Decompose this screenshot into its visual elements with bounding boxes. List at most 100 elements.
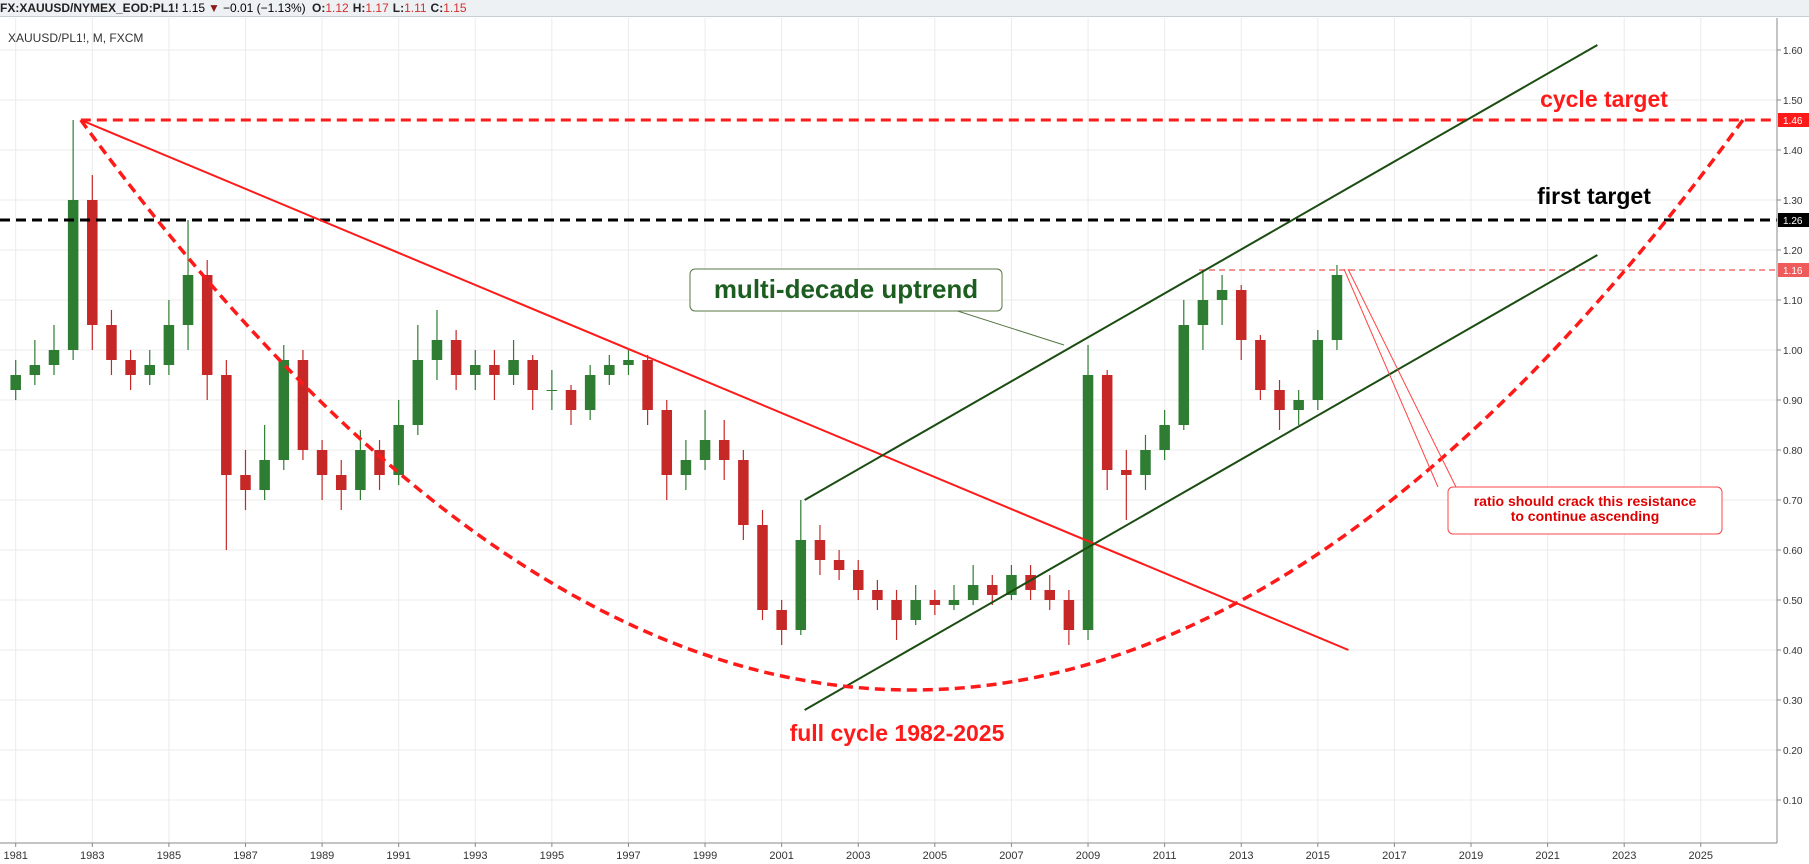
cycle-target-label: cycle target — [1540, 86, 1668, 112]
ohlc-value: 1.17 — [365, 1, 389, 15]
candle-body — [316, 450, 328, 475]
ohlc-value: 1.12 — [325, 1, 349, 15]
candle-body — [355, 450, 366, 490]
candle-body — [852, 570, 864, 590]
candle-body — [814, 540, 826, 560]
candle-body — [604, 365, 615, 375]
price-badge — [1778, 113, 1809, 127]
candle-body — [335, 475, 347, 490]
ohlc-value: 1.15 — [443, 1, 467, 15]
ohlc-value: 1.11 — [404, 1, 427, 15]
y-tick-label: 0.70 — [1783, 496, 1803, 507]
first-target-label: first target — [1537, 183, 1651, 209]
x-tick-label: 1995 — [540, 850, 564, 862]
candle-body — [1331, 275, 1343, 340]
y-tick-label: 0.90 — [1783, 396, 1803, 407]
x-tick-label: 2025 — [1689, 850, 1713, 862]
price-badge-label: 1.16 — [1783, 266, 1803, 277]
x-tick-label: 2007 — [999, 850, 1023, 862]
y-tick-label: 0.40 — [1783, 646, 1803, 657]
y-tick-label: 1.10 — [1783, 296, 1803, 307]
symbol-bar: FX:XAUUSD/NYMEX_EOD:PL1! 1.15 ▼ −0.01 (−1.1… — [0, 0, 1809, 17]
x-tick-label: 2005 — [923, 850, 947, 862]
symbol: FX:XAUUSD/NYMEX_EOD:PL1! — [0, 1, 179, 15]
x-tick-label: 2023 — [1612, 850, 1636, 862]
x-tick-label: 1983 — [80, 850, 104, 862]
candle-body — [910, 600, 921, 620]
last-price: 1.15 — [181, 1, 206, 15]
candle-body — [661, 410, 673, 475]
candle-body — [776, 610, 787, 630]
y-tick-label: 1.40 — [1783, 146, 1803, 157]
candle-body — [278, 360, 290, 460]
y-tick-label: 1.30 — [1783, 196, 1803, 207]
y-tick-label: 1.60 — [1783, 46, 1803, 57]
candle-body — [948, 600, 960, 605]
candle-body — [1312, 340, 1324, 400]
candle-body — [1044, 590, 1055, 600]
full-cycle-label: full cycle 1982-2025 — [790, 720, 1005, 746]
trend-line — [80, 119, 1349, 651]
candle-body — [623, 360, 634, 365]
candle-body — [48, 350, 60, 365]
x-tick-label: 1999 — [693, 850, 717, 862]
candle-body — [987, 585, 998, 595]
x-tick-label: 2021 — [1535, 850, 1559, 862]
candle-body — [1006, 575, 1017, 595]
x-tick-label: 1987 — [233, 850, 257, 862]
candle-body — [10, 375, 21, 390]
x-tick-label: 2001 — [769, 850, 793, 862]
candle-body — [833, 560, 845, 570]
trend-line — [804, 44, 1598, 501]
trend-line — [804, 254, 1598, 711]
candle-body — [757, 525, 768, 610]
callout-box — [1447, 486, 1723, 535]
candle-body — [182, 275, 194, 325]
candle-body — [527, 360, 538, 390]
y-tick-label: 1.00 — [1783, 346, 1803, 357]
candle-body — [240, 475, 251, 490]
cycle-arc — [79, 118, 1745, 692]
y-tick-label: 0.50 — [1783, 596, 1803, 607]
x-tick-label: 1985 — [157, 850, 181, 862]
chart-subtitle: XAUUSD/PL1!, M, FXCM — [8, 31, 143, 45]
candle-body — [1197, 300, 1209, 325]
candle-body — [125, 360, 136, 375]
ohlc-key: L: — [392, 1, 405, 15]
candle-body — [1121, 470, 1132, 475]
uptrend-box — [689, 268, 1003, 312]
callout-pointer — [1343, 268, 1439, 488]
y-tick-label: 0.60 — [1783, 546, 1803, 557]
candle-body — [738, 460, 749, 525]
candle-body — [87, 200, 98, 325]
candle-body — [795, 540, 807, 630]
candle-body — [680, 460, 692, 475]
x-tick-label: 1997 — [616, 850, 640, 862]
candle-body — [872, 590, 883, 600]
candle-body — [929, 600, 941, 605]
callout-pointer — [1347, 268, 1457, 488]
candle-body — [201, 275, 213, 375]
ohlc-key: O: — [312, 1, 326, 15]
candle-body — [67, 200, 79, 350]
x-tick-label: 2009 — [1076, 850, 1100, 862]
callout-pointer — [944, 306, 1065, 346]
callout-text: ratio should crack this resistance — [1474, 493, 1697, 509]
candle-body — [259, 460, 270, 490]
candle-body — [1293, 400, 1304, 410]
change: −0.01 (−1.13%) — [222, 1, 306, 15]
candle-body — [163, 325, 175, 365]
candle-body — [508, 360, 519, 375]
candle-body — [699, 440, 711, 460]
uptrend-label: multi-decade uptrend — [714, 274, 978, 304]
y-tick-label: 0.20 — [1783, 746, 1803, 757]
x-tick-label: 1981 — [3, 850, 27, 862]
candle-body — [1025, 575, 1036, 590]
candle-body — [1274, 390, 1285, 410]
candle-body — [374, 450, 385, 475]
candle-body — [967, 585, 979, 600]
candle-body — [1255, 340, 1266, 390]
x-tick-label: 1991 — [386, 850, 410, 862]
y-tick-label: 1.20 — [1783, 246, 1803, 257]
